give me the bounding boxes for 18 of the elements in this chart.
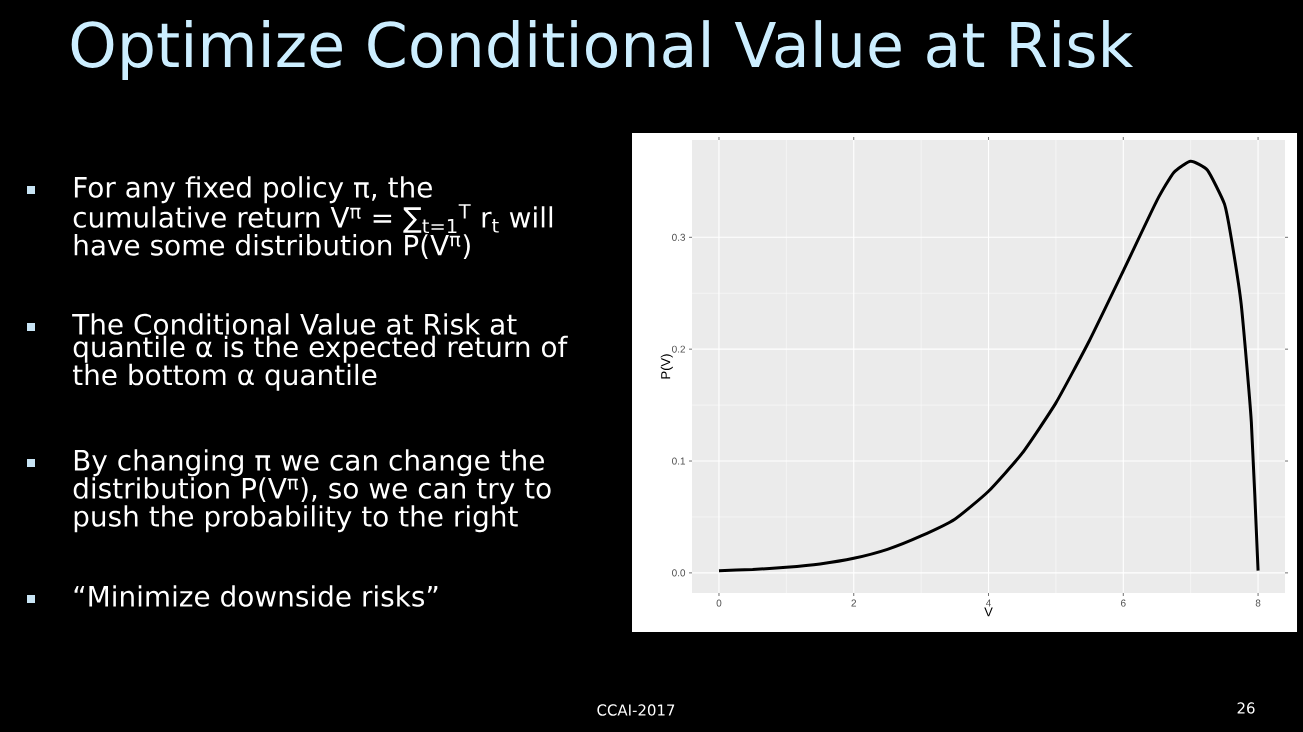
x-tick-label: 0 — [716, 599, 722, 607]
x-tick-label: 2 — [851, 599, 857, 607]
text: The Conditional Value at Risk at quantile α is the expected return of the bottom α quantile — [72, 313, 568, 391]
y-axis-title: P(V) — [660, 354, 673, 379]
y-tick-label: 0.1 — [672, 457, 686, 465]
text: 26 — [1237, 702, 1255, 714]
chart-title: Optimize Conditional Value at Risk — [71, 20, 1134, 80]
x-tick-label: 4 — [985, 599, 991, 607]
x-tick-label: 6 — [1121, 599, 1126, 607]
x-tick-label: 8 — [1255, 599, 1261, 607]
y-tick-label: 0.2 — [672, 345, 685, 353]
y-tick-label: 0.0 — [672, 569, 686, 577]
text: By changing π we can change the distribution P(V$^{π}$), so we can try to push the probability to the right — [73, 449, 551, 533]
x-axis-title: V — [984, 607, 993, 617]
text: “Minimize downside risks” — [74, 585, 438, 607]
text: For any fixed policy π, the cumulative return V$^{π}$ = ∑$_{t=1}$$^{T}$ r$_{t}$ will have some distribution P(V$^{π}$) — [73, 176, 553, 259]
y-tick-label: 0.3 — [672, 233, 686, 241]
text: CCAI-2017 — [597, 704, 675, 716]
